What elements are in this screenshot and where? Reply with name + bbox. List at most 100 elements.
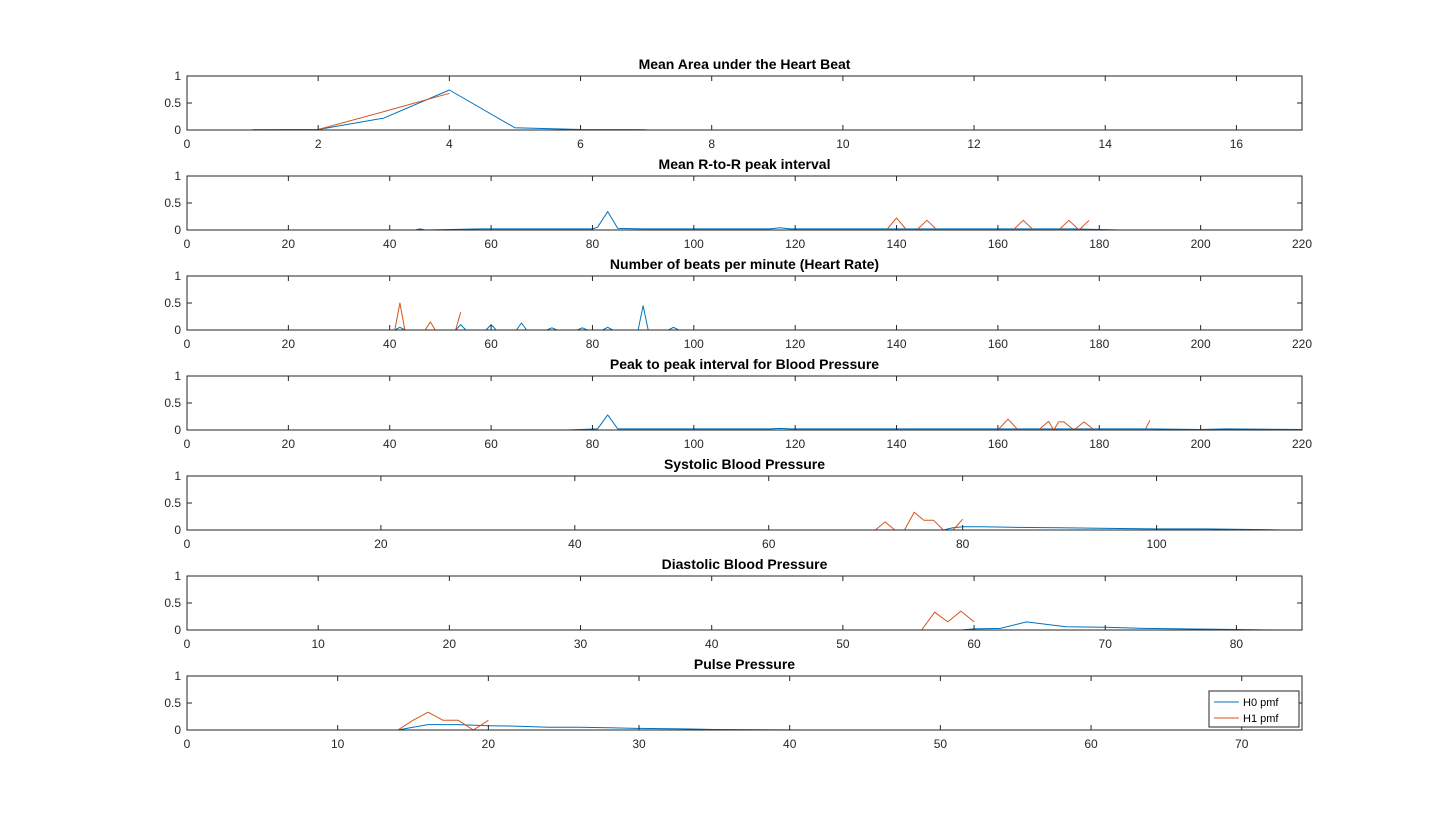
x-tick-label: 200 bbox=[1191, 237, 1211, 251]
x-tick-label: 180 bbox=[1089, 437, 1109, 451]
x-tick-label: 50 bbox=[836, 637, 850, 651]
x-tick-label: 60 bbox=[484, 237, 498, 251]
series-line-h1 bbox=[187, 418, 1151, 431]
y-tick-label: 1 bbox=[174, 469, 181, 483]
y-tick-label: 1 bbox=[174, 669, 181, 683]
y-tick-label: 0.5 bbox=[164, 396, 181, 410]
y-tick-label: 0.5 bbox=[164, 496, 181, 510]
series-line-h0 bbox=[196, 526, 1283, 531]
x-tick-label: 20 bbox=[482, 737, 496, 751]
subplot-title: Pulse Pressure bbox=[694, 656, 795, 672]
x-tick-label: 0 bbox=[184, 337, 191, 351]
subplot-title: Mean R-to-R peak interval bbox=[659, 156, 831, 172]
x-tick-label: 40 bbox=[783, 737, 797, 751]
x-tick-label: 10 bbox=[836, 137, 850, 151]
y-tick-label: 1 bbox=[174, 269, 181, 283]
x-tick-label: 16 bbox=[1230, 137, 1244, 151]
x-tick-label: 40 bbox=[383, 437, 397, 451]
x-tick-label: 100 bbox=[684, 437, 704, 451]
x-tick-label: 220 bbox=[1292, 237, 1312, 251]
x-tick-label: 40 bbox=[383, 337, 397, 351]
x-tick-label: 14 bbox=[1099, 137, 1113, 151]
x-tick-label: 100 bbox=[684, 337, 704, 351]
legend-entry: H1 pmf bbox=[1243, 713, 1279, 725]
y-tick-label: 1 bbox=[174, 569, 181, 583]
x-tick-label: 70 bbox=[1099, 637, 1113, 651]
series-line-h0 bbox=[187, 305, 978, 331]
x-tick-label: 160 bbox=[988, 337, 1008, 351]
x-tick-label: 0 bbox=[184, 537, 191, 551]
x-tick-label: 20 bbox=[282, 437, 296, 451]
legend-entry: H0 pmf bbox=[1243, 697, 1279, 709]
x-tick-label: 0 bbox=[184, 137, 191, 151]
x-tick-label: 180 bbox=[1089, 337, 1109, 351]
x-tick-label: 220 bbox=[1292, 337, 1312, 351]
subplot-title: Mean Area under the Heart Beat bbox=[639, 56, 851, 72]
x-tick-label: 10 bbox=[311, 637, 325, 651]
x-tick-label: 160 bbox=[988, 237, 1008, 251]
x-tick-label: 80 bbox=[956, 537, 970, 551]
x-tick-label: 80 bbox=[586, 337, 600, 351]
x-tick-label: 60 bbox=[1084, 737, 1098, 751]
subplot-6: Diastolic Blood Pressure 0 10 20 30 40 50 60 70 8… bbox=[164, 556, 1303, 651]
x-tick-label: 140 bbox=[887, 437, 907, 451]
x-tick-label: 200 bbox=[1191, 337, 1211, 351]
x-tick-label: 120 bbox=[785, 337, 805, 351]
x-tick-label: 0 bbox=[184, 737, 191, 751]
subplot-title: Peak to peak interval for Blood Pressure bbox=[610, 356, 879, 372]
x-tick-label: 0 bbox=[184, 237, 191, 251]
subplot-title: Systolic Blood Pressure bbox=[664, 456, 825, 472]
subplot-3: Number of beats per minute (Heart Rate) 0… bbox=[164, 256, 1312, 351]
x-tick-label: 0 bbox=[184, 637, 191, 651]
y-tick-label: 0 bbox=[174, 123, 181, 137]
y-tick-label: 1 bbox=[174, 369, 181, 383]
x-tick-label: 50 bbox=[934, 737, 948, 751]
x-tick-label: 10 bbox=[331, 737, 345, 751]
x-tick-label: 80 bbox=[586, 437, 600, 451]
legend: H0 pmf H1 pmf bbox=[1208, 690, 1300, 728]
y-tick-label: 0 bbox=[174, 423, 181, 437]
subplot-7: Pulse Pressure 0 10 20 30 40 50 60 70 0 0.5 1 H0 pmf… bbox=[164, 656, 1303, 751]
series-line-h1 bbox=[202, 711, 489, 731]
x-tick-label: 0 bbox=[184, 437, 191, 451]
series-line-h0 bbox=[200, 621, 1276, 631]
x-tick-label: 20 bbox=[374, 537, 388, 551]
x-tick-label: 40 bbox=[568, 537, 582, 551]
x-tick-label: 80 bbox=[1230, 637, 1244, 651]
x-tick-label: 30 bbox=[632, 737, 646, 751]
x-tick-label: 70 bbox=[1235, 737, 1249, 751]
y-tick-label: 0.5 bbox=[164, 696, 181, 710]
x-tick-label: 220 bbox=[1292, 437, 1312, 451]
y-tick-label: 0 bbox=[174, 523, 181, 537]
x-tick-label: 120 bbox=[785, 237, 805, 251]
x-tick-label: 60 bbox=[484, 437, 498, 451]
x-tick-label: 40 bbox=[705, 637, 719, 651]
x-tick-label: 30 bbox=[574, 637, 588, 651]
x-tick-label: 80 bbox=[586, 237, 600, 251]
x-tick-label: 100 bbox=[1147, 537, 1167, 551]
x-tick-label: 20 bbox=[282, 337, 296, 351]
x-tick-label: 6 bbox=[577, 137, 584, 151]
subplot-4: Peak to peak interval for Blood Pressure… bbox=[164, 356, 1312, 451]
x-tick-label: 60 bbox=[484, 337, 498, 351]
x-tick-label: 20 bbox=[443, 637, 457, 651]
y-tick-label: 0 bbox=[174, 223, 181, 237]
x-tick-label: 8 bbox=[708, 137, 715, 151]
x-tick-label: 200 bbox=[1191, 437, 1211, 451]
subplot-5: Systolic Blood Pressure 0 20 40 60 80 100 0 0.5 1 bbox=[164, 456, 1303, 551]
y-tick-label: 1 bbox=[174, 69, 181, 83]
y-tick-label: 0.5 bbox=[164, 296, 181, 310]
subplot-title: Diastolic Blood Pressure bbox=[662, 556, 828, 572]
x-tick-label: 60 bbox=[762, 537, 776, 551]
y-tick-label: 0 bbox=[174, 323, 181, 337]
x-tick-label: 4 bbox=[446, 137, 453, 151]
x-tick-label: 100 bbox=[684, 237, 704, 251]
x-tick-label: 2 bbox=[315, 137, 322, 151]
series-line-h0 bbox=[202, 724, 805, 731]
x-tick-label: 60 bbox=[967, 637, 981, 651]
